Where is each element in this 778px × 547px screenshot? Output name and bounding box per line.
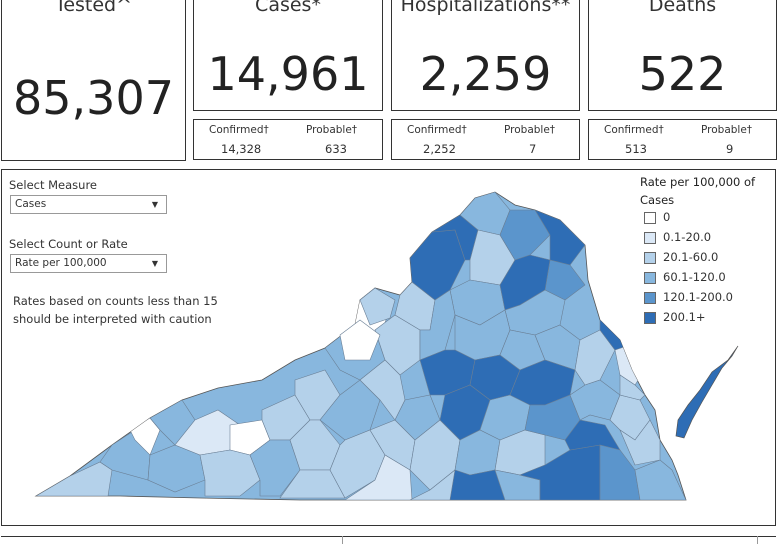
- legend-swatch: [644, 212, 656, 224]
- caution-note: Rates based on counts less than 15 shoul…: [13, 294, 218, 326]
- confirmed-label: Confirmed†: [209, 124, 269, 136]
- card-title-hospitalizations: Hospitalizations**: [400, 0, 571, 16]
- legend-swatch: [644, 272, 656, 284]
- card-deaths: Deaths 522: [588, 0, 777, 111]
- card-title-deaths: Deaths: [648, 0, 717, 16]
- probable-label: Probable†: [701, 124, 753, 136]
- legend-swatch: [644, 312, 656, 324]
- chevron-down-icon: ▼: [151, 200, 158, 209]
- county: [634, 459, 686, 500]
- county: [249, 439, 301, 497]
- county: [344, 454, 413, 500]
- confirmed-label: Confirmed†: [407, 124, 467, 136]
- card-title-tested: Tested^: [54, 0, 133, 16]
- count-rate-dropdown[interactable]: Rate per 100,000 ▼: [10, 254, 167, 273]
- card-tested: Tested^ 85,307: [1, 0, 186, 161]
- probable-label: Probable†: [504, 124, 556, 136]
- confirmed-value: 513: [625, 142, 647, 156]
- county: [419, 289, 456, 361]
- card-value-tested: 85,307: [13, 71, 174, 125]
- county: [199, 449, 261, 497]
- count-rate-dropdown-value: Rate per 100,000: [15, 257, 107, 269]
- legend-label: 0: [663, 210, 671, 224]
- card-cases: Cases* 14,961: [193, 0, 383, 111]
- card-hospitalizations: Hospitalizations** 2,259: [391, 0, 580, 111]
- legend-label: 200.1+: [663, 310, 706, 324]
- probable-value: 7: [529, 142, 537, 156]
- chevron-down-icon: ▼: [151, 259, 158, 268]
- card-value-hospitalizations: 2,259: [419, 47, 552, 101]
- card-value-deaths: 522: [638, 47, 727, 101]
- map-panel: [1, 169, 776, 526]
- probable-value: 633: [325, 142, 347, 156]
- county: [619, 374, 646, 401]
- legend-label: 60.1-120.0: [663, 270, 726, 284]
- county: [36, 461, 113, 497]
- breakdown-cases: Confirmed† 14,328 Probable† 633: [193, 119, 383, 160]
- legend-swatch: [644, 232, 656, 244]
- probable-value: 9: [726, 142, 734, 156]
- card-value-cases: 14,961: [207, 47, 369, 101]
- select-count-rate-label: Select Count or Rate: [9, 237, 128, 251]
- confirmed-value: 2,252: [423, 142, 456, 156]
- legend-title: Rate per 100,000 of Cases: [640, 175, 756, 207]
- confirmed-value: 14,328: [221, 142, 262, 156]
- confirmed-label: Confirmed†: [604, 124, 664, 136]
- measure-dropdown-value: Cases: [15, 198, 47, 210]
- bottom-divider: [342, 536, 343, 544]
- bottom-divider: [757, 536, 758, 544]
- measure-dropdown[interactable]: Cases ▼: [10, 195, 167, 214]
- probable-label: Probable†: [306, 124, 358, 136]
- legend-label: 0.1-20.0: [663, 230, 712, 244]
- legend-label: 120.1-200.0: [663, 290, 733, 304]
- bottom-panel-edge: [1, 536, 776, 547]
- county: [359, 287, 396, 326]
- breakdown-hospitalizations: Confirmed† 2,252 Probable† 7: [391, 119, 580, 160]
- county: [619, 419, 661, 466]
- county: [569, 379, 621, 421]
- eastern-shore: [675, 345, 739, 439]
- county: [339, 319, 381, 361]
- card-title-cases: Cases*: [255, 0, 321, 16]
- legend-swatch: [644, 252, 656, 264]
- legend-label: 20.1-60.0: [663, 250, 719, 264]
- breakdown-deaths: Confirmed† 513 Probable† 9: [588, 119, 777, 160]
- legend-swatch: [644, 292, 656, 304]
- select-measure-label: Select Measure: [9, 178, 98, 192]
